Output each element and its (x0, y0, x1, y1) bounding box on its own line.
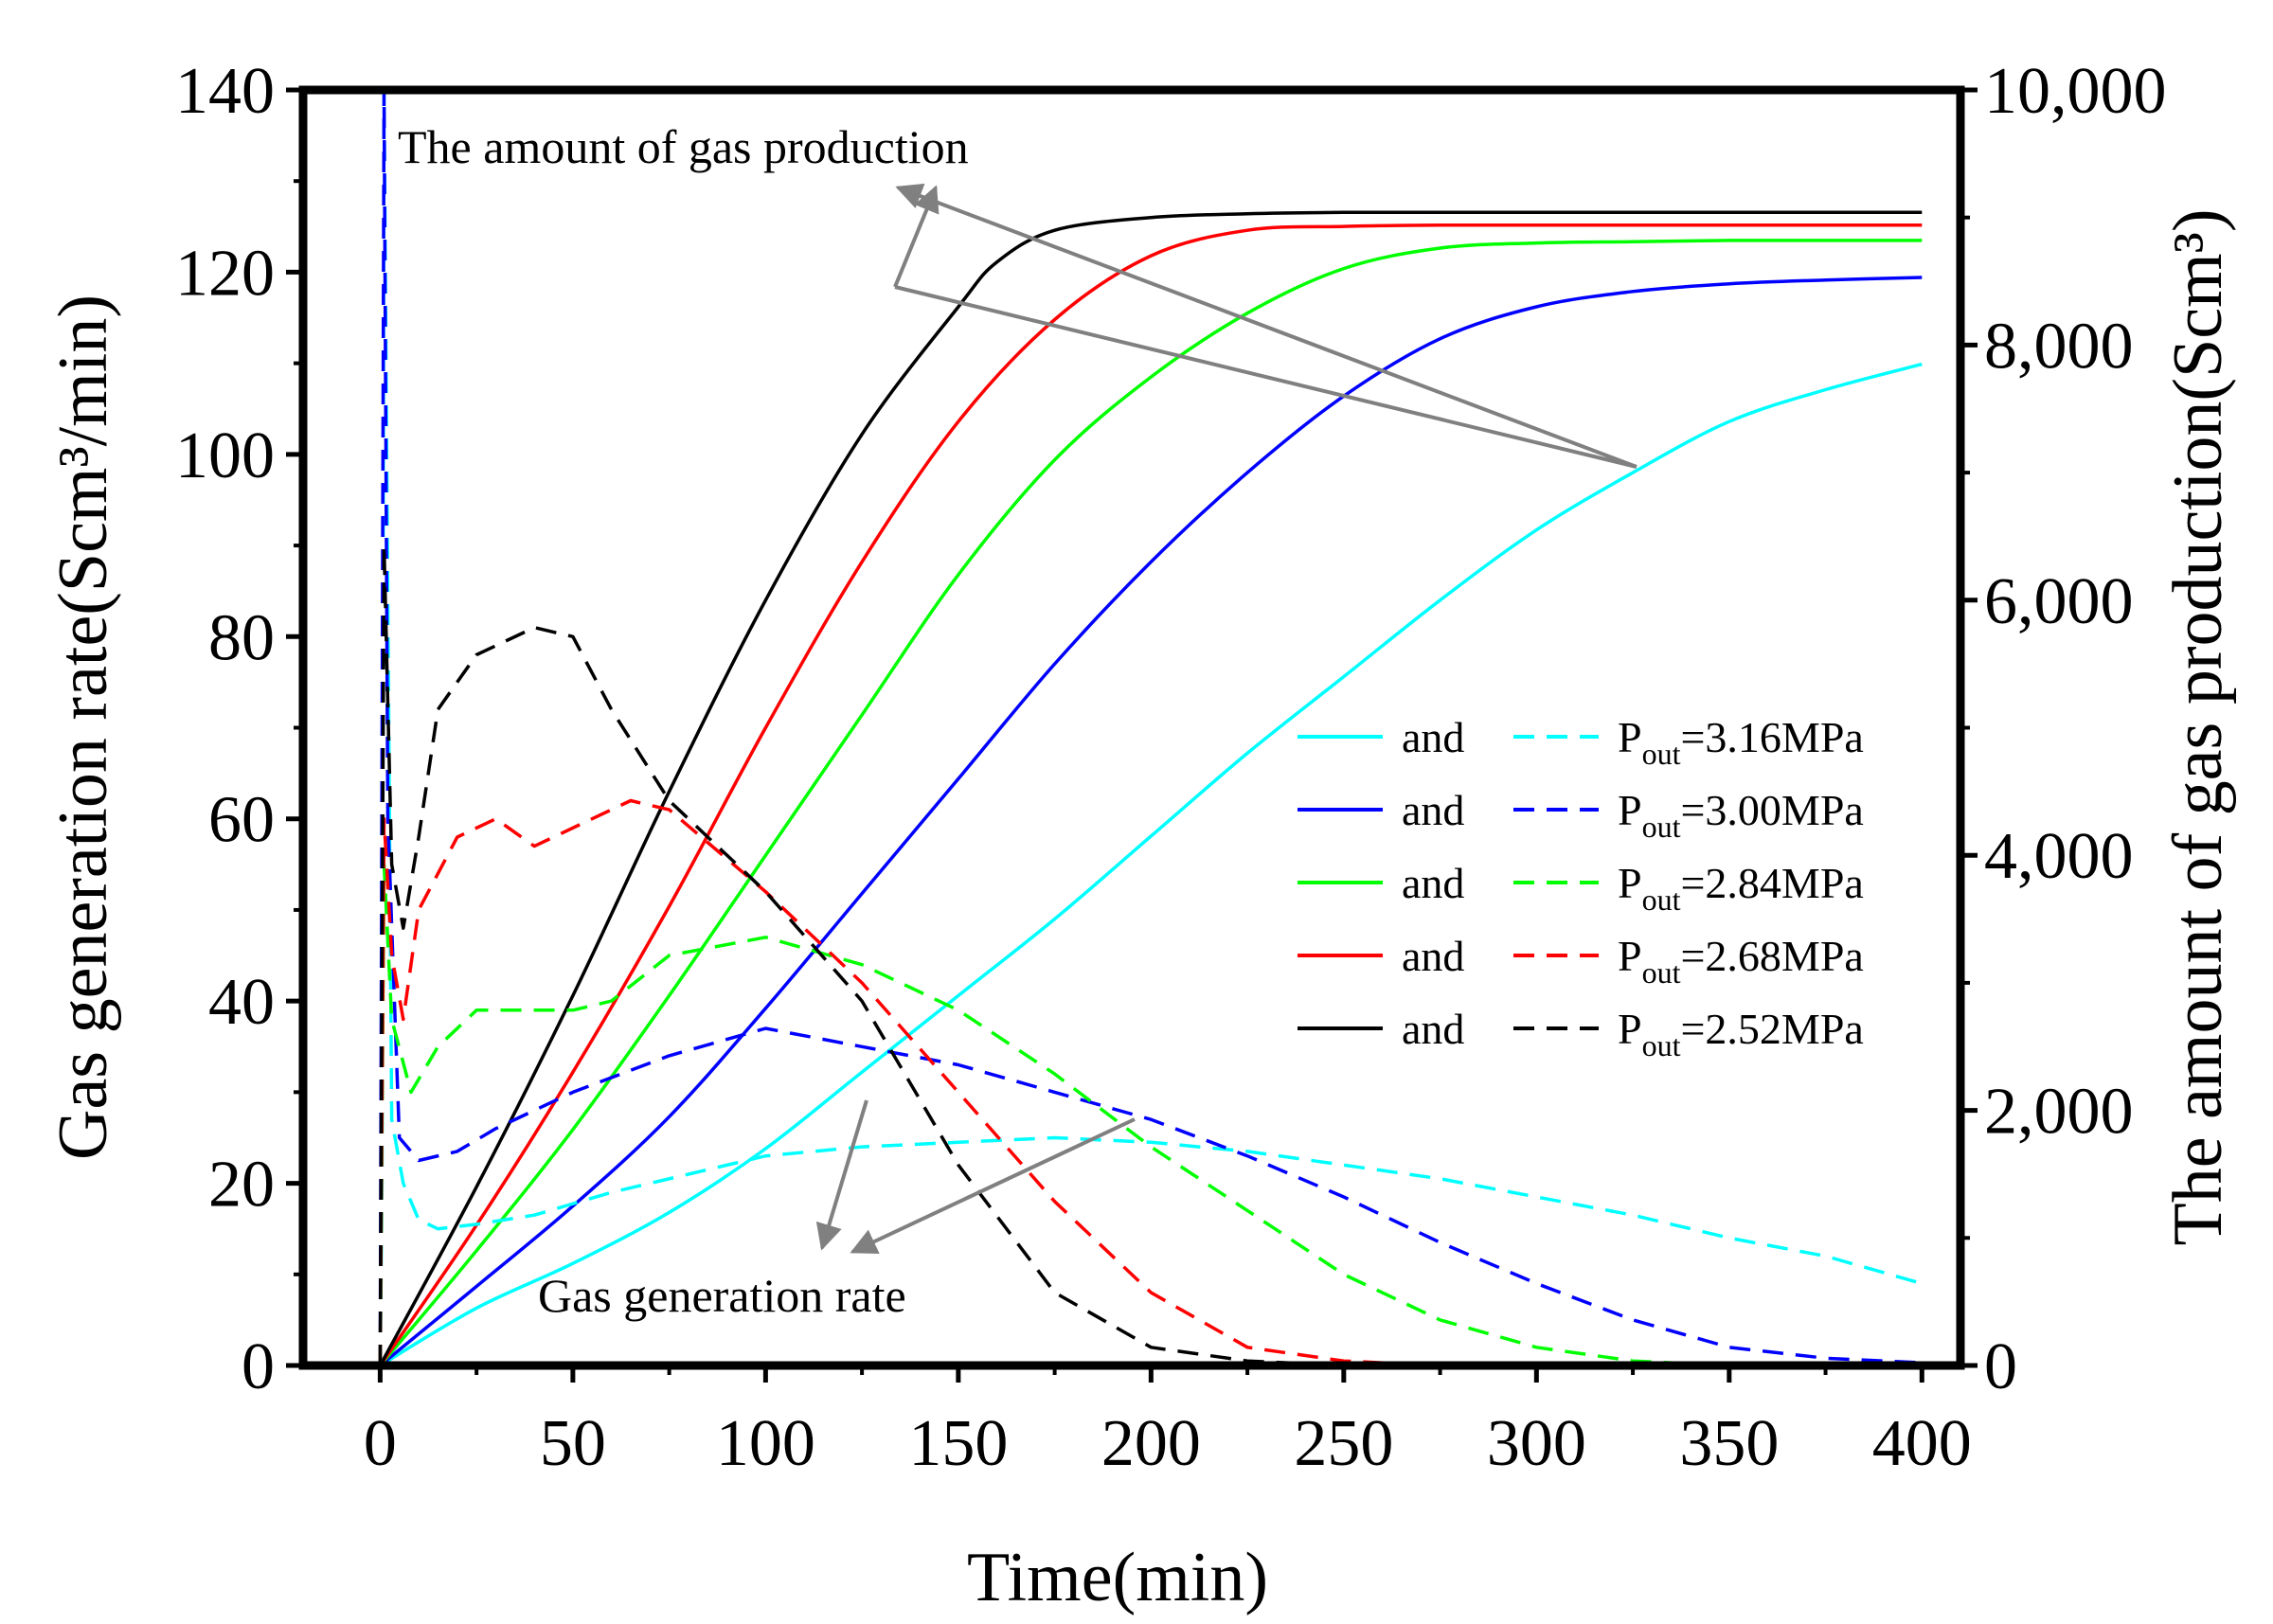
legend-solid-label: and (1402, 713, 1464, 761)
annotation-amount-leader (894, 285, 1638, 469)
y-left-tick-label: 20 (208, 1149, 275, 1222)
y-right-tick-label: 10,000 (1984, 55, 2167, 128)
x-tick-label: 50 (540, 1407, 606, 1480)
legend-solid-label: and (1402, 1005, 1464, 1053)
legend-dash-label: Pout=3.16MPa (1618, 713, 1864, 771)
amount-line-4 (378, 223, 1923, 1365)
rate-line-4 (378, 798, 1923, 1365)
annotation-rate-arrow-2 (850, 1117, 1136, 1254)
legend-entry-5: and Pout=2.52MPa (1298, 1005, 1864, 1062)
x-tick-label: 400 (1872, 1407, 1972, 1480)
y-left-tick-label: 0 (242, 1330, 275, 1403)
x-tick-label: 150 (908, 1407, 1008, 1480)
amount-line-1 (379, 362, 1923, 1365)
annotation-rate-label: Gas generation rate (538, 1269, 906, 1322)
y-right-tick-label: 8,000 (1984, 310, 2134, 383)
y-left-tick-label: 80 (208, 601, 275, 674)
y-left-tick-label: 100 (175, 419, 275, 492)
x-axis-title: Time(min) (967, 1539, 1268, 1616)
x-tick-label: 0 (364, 1407, 397, 1480)
y-left-tick-label: 120 (175, 237, 275, 310)
y-right-tick-label: 0 (1984, 1330, 2017, 1403)
legend-dash-label: Pout=2.52MPa (1618, 1005, 1864, 1062)
legend-dash-label: Pout=3.00MPa (1618, 786, 1864, 844)
annotation-rate-arrow-1 (815, 1099, 868, 1251)
annotation-amount-arrow-1 (893, 185, 940, 288)
annotation-amount-arrow-2 (895, 183, 1638, 469)
amount-line-2 (379, 276, 1923, 1365)
y-right-tick-label: 6,000 (1984, 565, 2134, 638)
y-right-tick-label: 4,000 (1984, 820, 2134, 893)
legend-solid-label: and (1402, 932, 1464, 980)
y-axis-left-title: Gas generation rate(Scm³/min) (45, 294, 122, 1160)
x-tick-label: 300 (1487, 1407, 1586, 1480)
y-left-tick-label: 40 (208, 966, 275, 1039)
y-left-tick-label: 140 (175, 55, 275, 128)
annotations: The amount of gas production Gas generat… (398, 120, 1638, 1322)
amount-line-3 (379, 239, 1923, 1365)
rate-line-1 (378, 90, 1923, 1365)
y-axis-right-title: The amount of gas production(Scm³) (2159, 209, 2237, 1246)
legend-dash-label: Pout=2.68MPa (1618, 932, 1864, 990)
legend-entry-3: and Pout=2.84MPa (1298, 859, 1864, 917)
x-tick-label: 200 (1101, 1407, 1201, 1480)
annotation-amount-label: The amount of gas production (398, 120, 969, 173)
x-tick-label: 350 (1679, 1407, 1779, 1480)
legend-entry-1: and Pout=3.16MPa (1298, 713, 1864, 771)
y-left-tick-label: 60 (208, 784, 275, 857)
legend-entry-2: and Pout=3.00MPa (1298, 786, 1864, 844)
legend: and Pout=3.16MPa and Pout=3.00MPa and Pout=2.… (1298, 713, 1864, 1062)
x-tick-label: 100 (716, 1407, 815, 1480)
axis-ticks: 0 50 100 150 200 250 300 350 4000204060801001201… (175, 55, 2167, 1480)
rate-line-2 (378, 90, 1923, 1365)
rate-line-3 (378, 863, 1923, 1365)
legend-solid-label: and (1402, 859, 1464, 907)
legend-entry-4: and Pout=2.68MPa (1298, 932, 1864, 990)
legend-solid-label: and (1402, 786, 1464, 834)
x-tick-label: 250 (1294, 1407, 1393, 1480)
legend-dash-label: Pout=2.84MPa (1618, 859, 1864, 917)
y-right-tick-label: 2,000 (1984, 1076, 2134, 1149)
